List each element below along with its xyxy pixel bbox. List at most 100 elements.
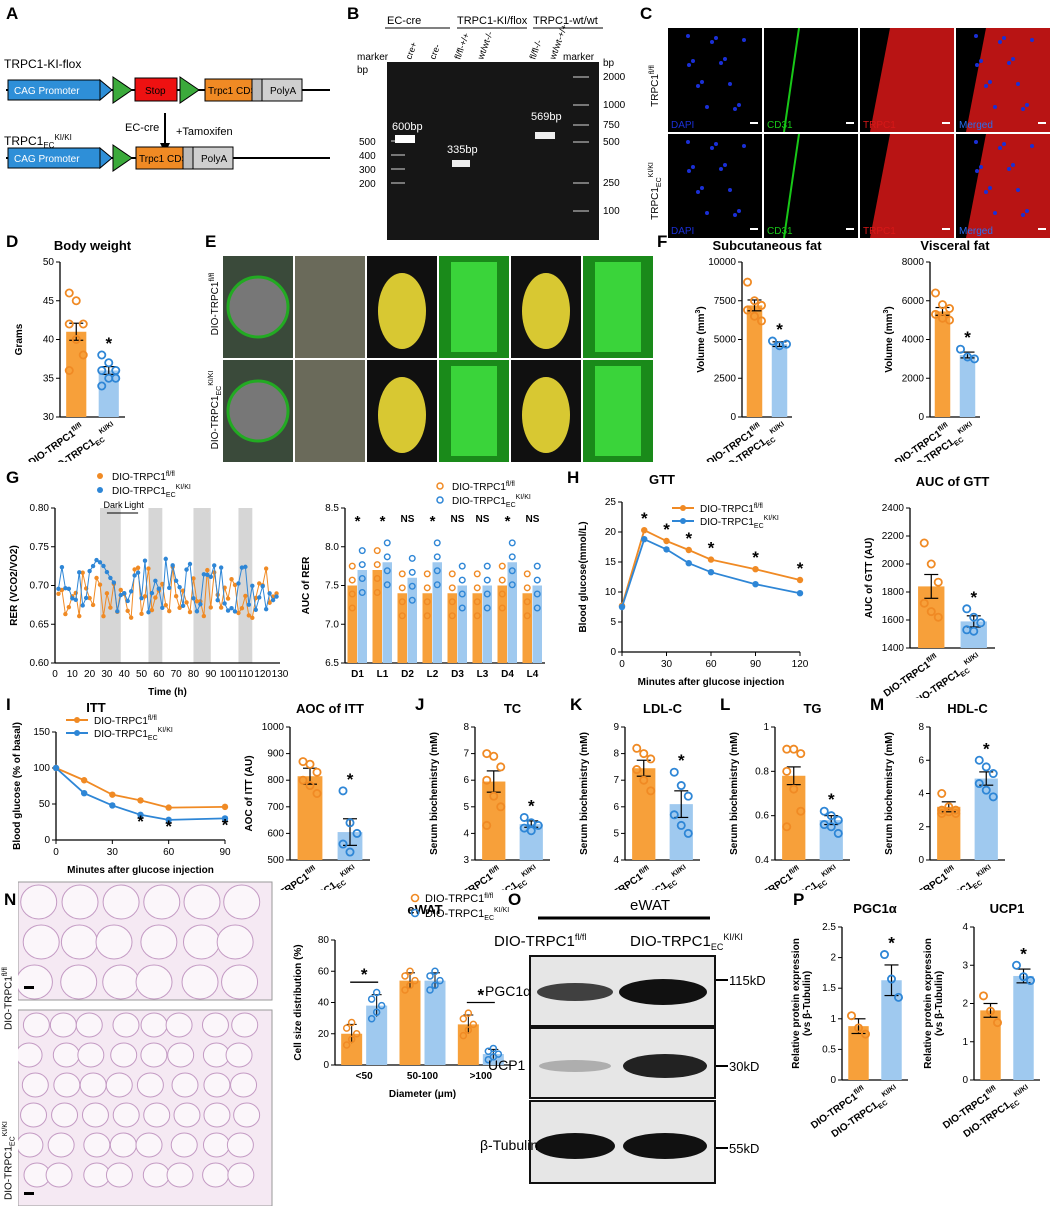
data-point [483,562,491,570]
adipocyte [227,1162,255,1188]
data-point [408,568,416,576]
data-point [383,553,391,561]
rer-line-kiki [57,558,277,613]
data-point [676,820,686,830]
data-point [854,1023,864,1033]
chart-title: Subcutaneous fat [712,238,822,253]
x-tick-label: 0 [619,659,625,670]
data-point [423,612,431,620]
series-line-flfl [55,767,226,809]
dapi-nucleus [1007,167,1011,171]
data-point [782,339,792,349]
band-label-335: 335bp [447,144,478,156]
data-point [482,775,492,785]
y-tick-label: 7 [463,749,469,760]
data-point [683,828,693,838]
chart-title: ITT [86,700,106,715]
y-tick-label: 1 [962,1037,968,1048]
dapi-nucleus [979,165,983,169]
y-tick-label: 5 [463,802,469,813]
bp-right-label: bp [603,58,615,69]
panel-label-h: H [567,468,580,487]
adipocyte [21,1072,49,1098]
data-point [685,560,692,567]
y-axis-label: Cell size distribution (%) [293,944,304,1060]
y-tick-label: 7500 [714,296,737,307]
gel-group-2: TRPC1-KI/flox [457,15,528,27]
adipocyte [203,1072,231,1098]
data-point [433,553,441,561]
y-tick-label: 2.5 [822,922,836,933]
chart-hdl: HDL-C 0 2 4 6 8 Serum biochemistry (mM) DIO-TRP… [884,701,1005,890]
y-tick-label: 3 [962,960,968,971]
adipocyte [22,1012,50,1038]
data-point [641,527,648,534]
gel-group-3: TRPC1-wt/wt [533,15,598,27]
y-tick-label: 6 [613,802,619,813]
adipocyte [233,1102,261,1128]
data-point [398,598,406,606]
y-tick-label: 8.5 [325,503,339,514]
data-point [646,786,656,796]
ct-row-1: DIO-TRPC1fl/fl [209,272,221,335]
data-point [406,967,414,975]
x-tick-label: 70 [171,669,183,680]
data-point [533,576,541,584]
y-tick-label: 800 [267,775,284,786]
group-label-flfl: DIO-TRPC1fl/fl [744,865,804,890]
dapi-nucleus [1002,142,1006,146]
adipocyte [102,964,140,1000]
data-point [383,567,391,575]
significance-star: * [708,539,715,558]
chart-rer-timecourse: 0.600.650.700.750.800 10 20 30 40 50 60 70 80 90 1… [9,471,289,698]
data-point [373,561,381,569]
data-point [229,577,234,582]
bar-kiki [407,577,417,663]
panel-label-o: O [508,890,522,909]
adipocyte [135,964,173,1000]
dapi-nucleus [728,188,732,192]
scale-bar [1038,228,1046,230]
data-point [436,976,444,985]
adipocyte [223,884,261,920]
band-tubulin-wt [535,1133,615,1159]
if-channel-label: CD31 [767,226,793,237]
data-point [433,567,441,575]
data-point [236,610,241,616]
chart-title: TC [504,701,522,716]
dapi-nucleus [705,105,709,109]
dapi-nucleus [988,186,992,190]
data-point [367,1015,376,1023]
data-point [933,612,943,622]
band-label-569: 569bp [531,111,562,123]
svg-text:Trpc1 CDS: Trpc1 CDS [208,86,257,97]
data-point [926,607,936,617]
adipocyte [105,1162,133,1188]
data-point [246,613,252,618]
data-point [173,593,179,599]
arrow-label-ec-cre: EC-cre [125,122,159,134]
data-point [533,604,541,612]
data-point [423,584,431,592]
data-point [459,1015,468,1023]
dapi-nucleus [742,144,746,148]
y-tick-label: 0 [962,1075,968,1086]
data-point [508,581,516,589]
data-point [163,602,168,608]
data-point [1019,972,1029,982]
y-tick-label: 8 [918,722,924,733]
dapi-nucleus [988,80,992,84]
data-point [87,568,92,574]
bar-flfl [782,775,806,860]
data-point [669,767,679,777]
bp-left-300: 300 [359,165,376,176]
data-point [847,1011,857,1021]
y-tick-label: 1.5 [822,983,836,994]
bar-kiki [457,585,467,663]
data-point [101,563,106,569]
data-point [201,613,207,619]
significance-mark: NS [451,514,465,525]
dapi-nucleus [1011,57,1015,61]
histology-panel [18,881,273,1206]
y-tick-label: 1 [763,722,769,733]
